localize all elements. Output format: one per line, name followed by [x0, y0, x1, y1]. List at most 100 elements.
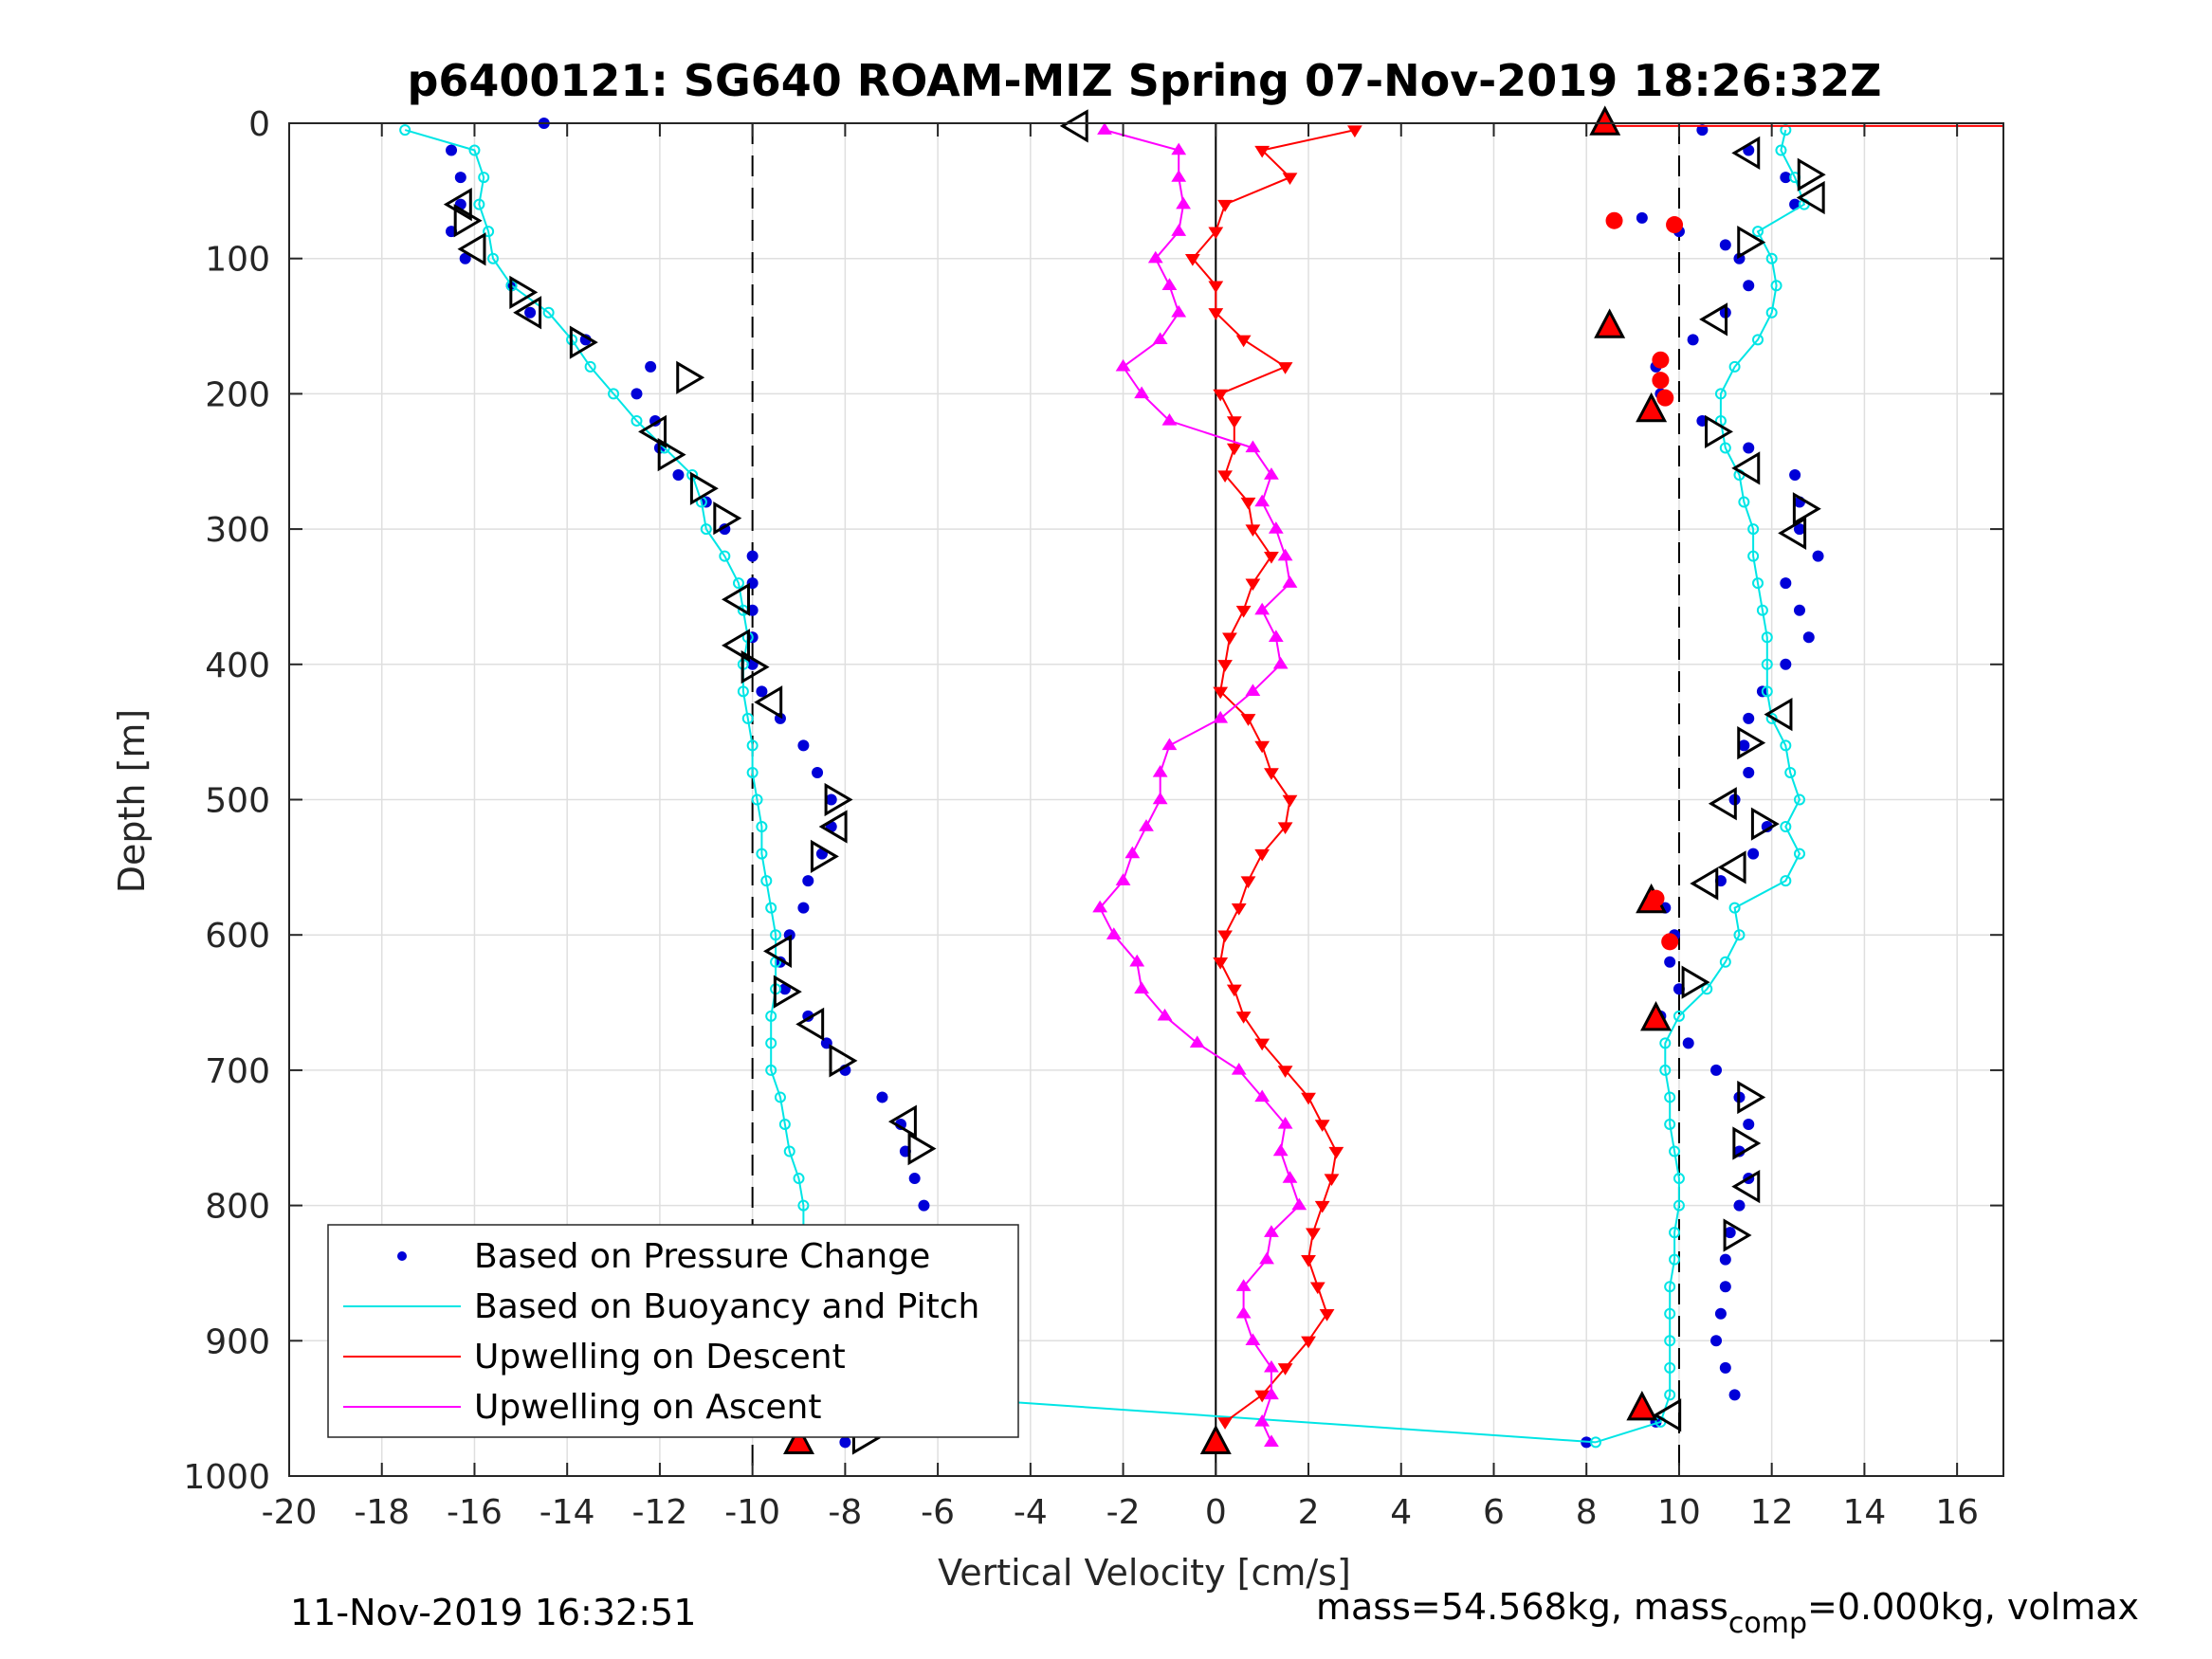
buoyancy-point	[1728, 360, 1741, 373]
pressure-point	[876, 1091, 888, 1103]
pressure-point	[1812, 550, 1824, 562]
buoyancy-point	[1664, 1281, 1676, 1293]
descent-point	[1254, 1390, 1271, 1403]
ascent-point	[1272, 656, 1289, 669]
y-axis-label: Depth [m]	[111, 709, 153, 894]
buoyancy-point	[1664, 1361, 1676, 1374]
pressure-point	[1780, 658, 1792, 670]
descent-point	[1277, 1363, 1293, 1376]
buoyancy-point	[1673, 1010, 1685, 1022]
descent-point	[1235, 1012, 1252, 1024]
ascent-point	[1268, 521, 1284, 534]
buoyancy-point	[483, 226, 495, 238]
open-triangle-marker	[1737, 1080, 1766, 1115]
buoyancy-point	[608, 388, 620, 400]
buoyancy-point	[1669, 1253, 1681, 1266]
ascent-point	[1157, 1008, 1173, 1021]
pressure-point	[1719, 1361, 1731, 1374]
x-tick-label: 6	[1483, 1493, 1505, 1532]
x-tick-label: 10	[1657, 1493, 1701, 1532]
red-triangle-marker	[1589, 105, 1621, 136]
descent-point	[1231, 902, 1247, 916]
red-triangle-marker	[1636, 392, 1668, 423]
open-triangle-marker	[1792, 492, 1821, 526]
x-tick-label: 0	[1205, 1493, 1227, 1532]
pressure-point	[1747, 848, 1760, 860]
open-triangle-marker	[1681, 965, 1710, 999]
buoyancy-point	[473, 198, 485, 210]
ascent-point	[1152, 332, 1168, 345]
x-tick-label: -14	[539, 1493, 595, 1532]
footer-mass-suffix: =0.000kg, volmax	[1807, 1586, 2139, 1628]
descent-point	[1309, 1282, 1325, 1295]
pressure-point	[802, 875, 814, 887]
open-triangle-marker	[676, 360, 705, 394]
open-triangle-marker	[1737, 225, 1766, 260]
descent-point	[1245, 578, 1261, 592]
open-triangle-marker	[1653, 1398, 1682, 1432]
buoyancy-point	[1775, 144, 1787, 156]
ascent-point	[1259, 1251, 1274, 1265]
open-triangle-marker	[810, 839, 839, 874]
x-tick-label: 14	[1842, 1493, 1886, 1532]
descent-point	[1264, 768, 1279, 780]
pressure-point	[797, 902, 810, 914]
annotation-markers	[443, 105, 1826, 1455]
descent-point	[1240, 714, 1256, 726]
red-dot-marker	[1666, 216, 1684, 234]
buoyancy-point	[797, 1199, 810, 1212]
buoyancy-point	[793, 1173, 805, 1185]
descent-point	[1240, 497, 1256, 510]
pressure-point	[1743, 442, 1755, 454]
descent-point	[1208, 308, 1224, 320]
red-triangle-marker	[783, 1424, 814, 1455]
pressure-point	[756, 685, 768, 698]
ascent-point	[1272, 1143, 1289, 1157]
open-triangle-marker	[818, 810, 848, 844]
ascent-point	[1235, 1305, 1252, 1319]
buoyancy-point	[765, 902, 777, 914]
pressure-point	[524, 306, 537, 319]
buoyancy-point	[1770, 280, 1782, 292]
open-triangle-marker	[569, 325, 598, 359]
descent-point	[1217, 199, 1233, 212]
descent-point	[1301, 1254, 1316, 1267]
pressure-point	[1682, 1037, 1694, 1049]
buoyancy-point	[1719, 956, 1731, 968]
open-triangle-marker	[1690, 866, 1719, 901]
ascent-point	[1245, 440, 1261, 453]
descent-point	[1328, 1146, 1344, 1159]
ascent-point	[1171, 142, 1187, 155]
buoyancy-point	[783, 1145, 795, 1158]
x-tick-label: 8	[1576, 1493, 1598, 1532]
pressure-point	[1780, 577, 1792, 590]
ascent-point	[1245, 1333, 1261, 1345]
open-triangle-marker	[1797, 157, 1826, 191]
pressure-point	[1710, 1064, 1723, 1076]
pressure-point	[1687, 334, 1699, 346]
x-tick-label: -2	[1106, 1493, 1141, 1532]
buoyancy-point	[584, 360, 596, 373]
descent-point	[1254, 848, 1271, 862]
x-tick-label: 2	[1298, 1493, 1320, 1532]
open-triangle-marker	[887, 1104, 917, 1139]
x-tick-label: -20	[262, 1493, 318, 1532]
pressure-point	[645, 360, 657, 373]
buoyancy-point	[631, 414, 643, 427]
axis-ticks: -20 -18 -16 -14 -12 -10 -8 -6 -4 -2 0 2 4 6 8 10 12 14 160…	[183, 105, 2003, 1532]
x-tick-label: 12	[1750, 1493, 1794, 1532]
descent-point	[1254, 145, 1271, 158]
descent-point	[1208, 227, 1224, 240]
buoyancy-point	[1765, 306, 1778, 319]
ascent-point	[1282, 1171, 1298, 1183]
pressure-point	[812, 766, 824, 778]
red-triangle-marker	[1626, 1391, 1658, 1421]
reference-lines	[751, 123, 1680, 1476]
buoyancy-point	[1664, 1389, 1676, 1401]
ascent-point	[1176, 196, 1191, 210]
ascent-point	[1134, 981, 1150, 994]
buoyancy-point	[1784, 766, 1797, 778]
buoyancy-point	[1765, 252, 1778, 264]
footer-mass-subscript: comp	[1728, 1607, 1807, 1640]
descent-point	[1235, 335, 1252, 348]
